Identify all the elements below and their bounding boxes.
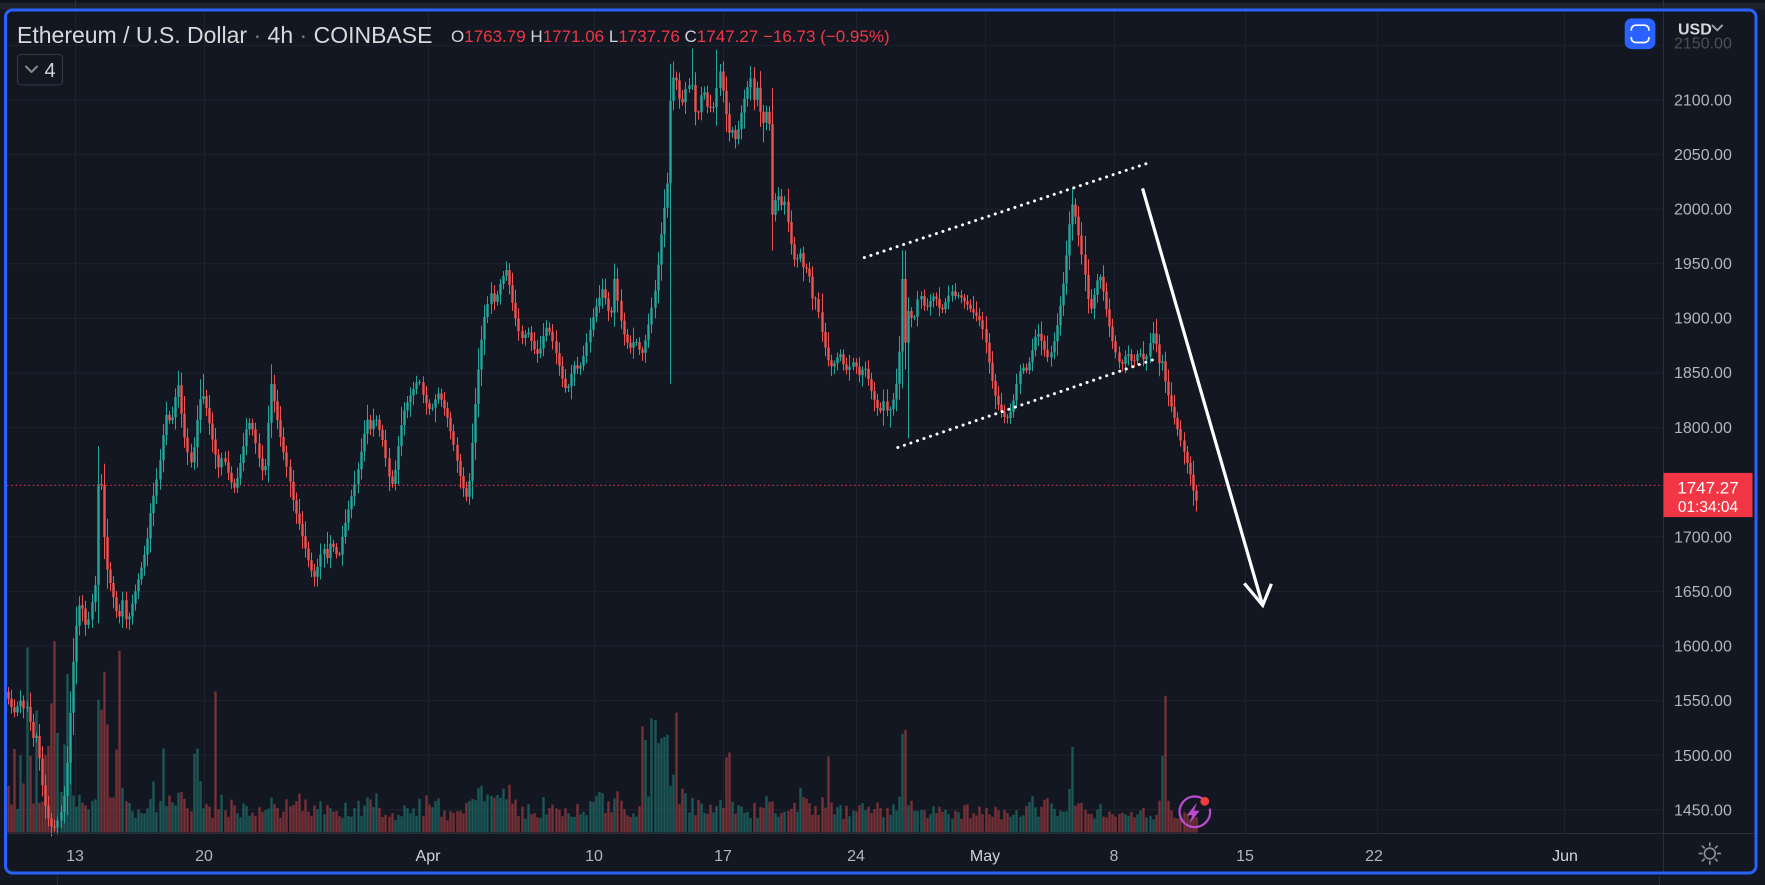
svg-text:10: 10: [585, 848, 603, 865]
svg-text:13: 13: [66, 848, 84, 865]
svg-text:20: 20: [195, 848, 213, 865]
svg-text:8: 8: [1110, 848, 1119, 865]
svg-text:17: 17: [714, 848, 732, 865]
svg-text:2050.00: 2050.00: [1674, 147, 1732, 164]
svg-text:1900.00: 1900.00: [1674, 311, 1732, 328]
svg-text:2150.00: 2150.00: [1674, 36, 1732, 53]
svg-text:Jun: Jun: [1552, 848, 1578, 865]
svg-text:2000.00: 2000.00: [1674, 202, 1732, 219]
svg-text:1850.00: 1850.00: [1674, 365, 1732, 382]
svg-text:22: 22: [1365, 848, 1383, 865]
svg-text:USD: USD: [1678, 22, 1712, 39]
svg-text:1450.00: 1450.00: [1674, 803, 1732, 820]
svg-text:15: 15: [1236, 848, 1254, 865]
svg-text:1700.00: 1700.00: [1674, 530, 1732, 547]
svg-text:1500.00: 1500.00: [1674, 748, 1732, 765]
svg-text:2100.00: 2100.00: [1674, 93, 1732, 110]
svg-text:1950.00: 1950.00: [1674, 256, 1732, 273]
svg-text:24: 24: [847, 848, 865, 865]
svg-text:1800.00: 1800.00: [1674, 420, 1732, 437]
svg-text:1650.00: 1650.00: [1674, 584, 1732, 601]
svg-text:1600.00: 1600.00: [1674, 639, 1732, 656]
svg-text:Apr: Apr: [416, 848, 442, 865]
svg-text:1550.00: 1550.00: [1674, 693, 1732, 710]
svg-text:Ethereum / U.S. Dollar · 4h ·: Ethereum / U.S. Dollar · 4h · COINBASE: [17, 22, 432, 48]
svg-text:May: May: [970, 848, 1000, 865]
svg-text:1747.27: 1747.27: [1677, 479, 1738, 498]
svg-text:4: 4: [45, 60, 56, 82]
svg-text:01:34:04: 01:34:04: [1678, 499, 1739, 516]
svg-text:O1763.79 H1771.06 L1737.76 C17: O1763.79 H1771.06 L1737.76 C1747.27 −16.…: [451, 27, 890, 46]
